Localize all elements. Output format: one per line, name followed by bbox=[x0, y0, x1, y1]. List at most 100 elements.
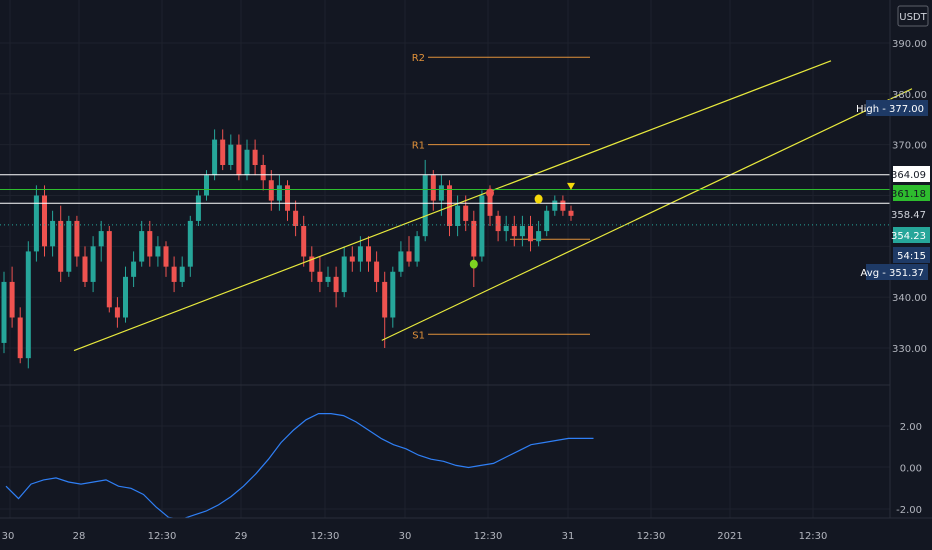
candle-body bbox=[50, 220, 56, 247]
pivot-levels: R2 R1 S1 bbox=[412, 53, 590, 341]
candle-body bbox=[25, 251, 31, 359]
countdown-badge: 54:15 bbox=[897, 251, 926, 262]
grid bbox=[0, 0, 890, 518]
candle-body bbox=[171, 266, 177, 282]
candle-body bbox=[195, 195, 201, 221]
oscillator-tick: -2.00 bbox=[896, 505, 922, 516]
candle-body bbox=[228, 144, 234, 165]
channel-lines[interactable] bbox=[73, 60, 913, 352]
candle-body bbox=[366, 246, 371, 262]
price-tick: 380.00 bbox=[892, 90, 927, 101]
candle-body bbox=[333, 276, 339, 293]
candle-body bbox=[528, 226, 533, 242]
candle-body bbox=[422, 175, 428, 237]
channel-line-2 bbox=[381, 88, 913, 341]
candle-body bbox=[204, 175, 209, 196]
candle-body bbox=[139, 231, 145, 262]
time-tick: 12:30 bbox=[311, 531, 340, 542]
marker-green-dot bbox=[469, 259, 478, 269]
candle-body bbox=[33, 195, 39, 252]
candle-body bbox=[406, 251, 412, 262]
candlesticks bbox=[1, 129, 574, 369]
oscillator-tick: 0.00 bbox=[900, 464, 922, 475]
candle-body bbox=[131, 261, 137, 277]
candle-body bbox=[1, 281, 7, 343]
candle-body bbox=[430, 175, 436, 201]
candle-body bbox=[438, 185, 444, 201]
time-tick: 28 bbox=[73, 531, 86, 542]
candle-body bbox=[447, 185, 452, 226]
candle-body bbox=[252, 149, 258, 165]
candle-body bbox=[341, 256, 347, 293]
candle-body bbox=[285, 185, 290, 211]
candle-body bbox=[260, 165, 266, 181]
candle-body bbox=[276, 185, 282, 201]
candle-body bbox=[123, 276, 128, 318]
candle-body bbox=[487, 195, 493, 216]
candle-body bbox=[179, 266, 185, 282]
level-c-badge-bg bbox=[893, 206, 930, 222]
candle-body bbox=[414, 236, 420, 262]
candle-body bbox=[155, 246, 161, 257]
candle-body bbox=[82, 256, 88, 282]
candle-body bbox=[220, 139, 226, 165]
candle-body bbox=[382, 281, 388, 318]
oscillator-tick: 2.00 bbox=[900, 422, 922, 433]
time-tick: 30 bbox=[399, 531, 412, 542]
candle-body bbox=[455, 205, 461, 226]
avg-badge-bg bbox=[866, 264, 928, 280]
time-tick: 12:30 bbox=[148, 531, 177, 542]
price-tick: 340.00 bbox=[892, 293, 927, 304]
currency-box[interactable]: USDT bbox=[897, 5, 929, 27]
oscillator-axis[interactable]: 2.00 0.00 -2.00 bbox=[896, 422, 922, 516]
candle-body bbox=[398, 251, 404, 272]
candle-body bbox=[325, 276, 331, 282]
candle-body bbox=[236, 144, 242, 176]
candle-body bbox=[293, 210, 299, 226]
candle-body bbox=[74, 220, 80, 257]
candle-body bbox=[66, 220, 72, 272]
candle-body bbox=[560, 200, 566, 211]
candle-body bbox=[147, 231, 153, 257]
candle-body bbox=[58, 220, 64, 272]
price-badges: High - 377.00 364.09 361.18 358.47 354.23 54:… bbox=[856, 100, 930, 280]
candle-body bbox=[519, 226, 525, 237]
candle-body bbox=[495, 215, 501, 232]
level-b-badge-bg bbox=[893, 185, 930, 201]
candle-body bbox=[187, 220, 193, 267]
candle-body bbox=[212, 139, 218, 176]
candle-body bbox=[471, 220, 477, 257]
signal-markers bbox=[469, 182, 575, 269]
candle-body bbox=[9, 281, 15, 318]
pivot-label-s1: S1 bbox=[412, 330, 425, 341]
marker-yellow-dot bbox=[534, 194, 543, 204]
marker-yellow-triangle bbox=[567, 182, 575, 190]
level-b-badge: 361.18 bbox=[891, 189, 926, 200]
oscillator-line bbox=[5, 413, 594, 518]
marker-red-dot bbox=[486, 188, 494, 198]
candle-body bbox=[317, 271, 323, 282]
price-axis[interactable]: 390.00 380.00 370.00 340.00 330.00 bbox=[892, 39, 927, 355]
level-a-badge-bg bbox=[893, 166, 930, 182]
candle-body bbox=[268, 180, 274, 201]
candle-body bbox=[536, 231, 542, 242]
time-tick: 12:30 bbox=[474, 531, 503, 542]
candle-body bbox=[374, 261, 380, 282]
time-tick: 12:30 bbox=[799, 531, 828, 542]
pivot-label-r1: R1 bbox=[412, 141, 425, 152]
price-tick: 330.00 bbox=[892, 344, 927, 355]
time-tick: 30 bbox=[2, 531, 15, 542]
last-price-badge-bg bbox=[893, 227, 930, 243]
candle-body bbox=[357, 246, 363, 262]
high-badge: High - 377.00 bbox=[856, 104, 924, 115]
candle-body bbox=[244, 149, 250, 176]
oscillator-pane bbox=[5, 413, 594, 518]
horizontal-levels[interactable] bbox=[0, 174, 890, 226]
price-tick: 370.00 bbox=[892, 141, 927, 152]
candle-body bbox=[568, 210, 574, 216]
candle-body bbox=[309, 256, 315, 272]
time-axis[interactable]: 30 28 12:30 29 12:30 30 12:30 31 12:30 2021 12:30 bbox=[2, 531, 828, 542]
candle-body bbox=[98, 231, 104, 247]
currency-label: USDT bbox=[899, 12, 927, 23]
